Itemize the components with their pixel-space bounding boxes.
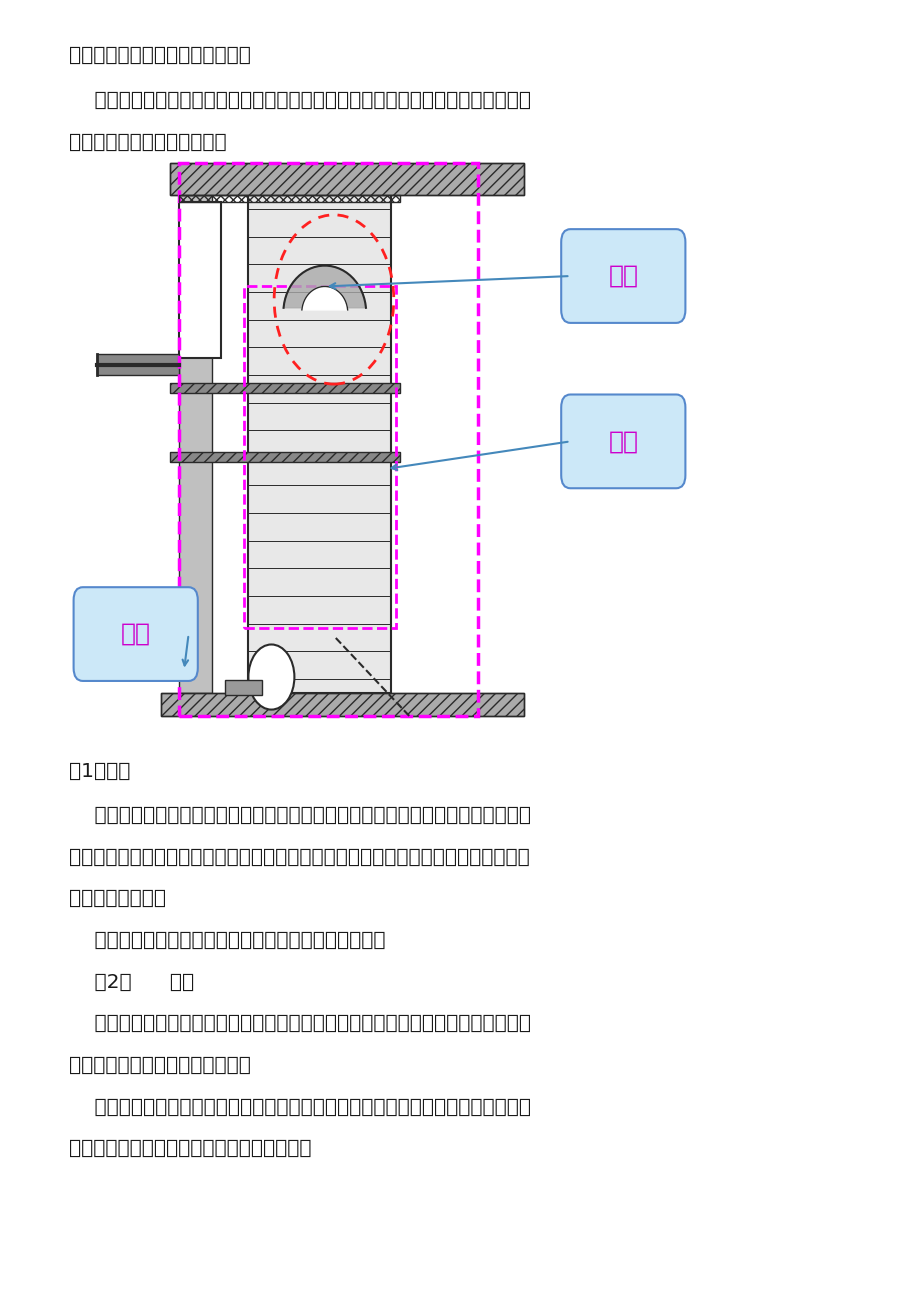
Bar: [170, 383, 400, 393]
Text: 接的箱形结构；容量较大的水轮发电机的机座由钢板制成的壁、环、立筋及合缝板等零: 接的箱形结构；容量较大的水轮发电机的机座由钢板制成的壁、环、立筋及合缝板等零: [69, 848, 529, 867]
Bar: [248, 195, 391, 693]
Text: 定子铁芯的作用是：作为磁路的主要组成部分，为发电机提供磁阻很小的磁路，以: 定子铁芯的作用是：作为磁路的主要组成部分，为发电机提供磁阻很小的磁路，以: [69, 1098, 530, 1117]
Bar: [170, 163, 524, 195]
Text: 机座应有足够的刚度，同时还应能适应铁心的热变形。: 机座应有足够的刚度，同时还应能适应铁心的热变形。: [69, 931, 385, 950]
Bar: [161, 693, 524, 716]
Bar: [179, 195, 400, 202]
Bar: [170, 452, 400, 462]
Text: 通过发电机所需要的磁通，并用以固定绕组。: 通过发电机所需要的磁通，并用以固定绕组。: [69, 1139, 312, 1159]
Text: 相绕组线圈嵌装在铁芯的齿槽内。: 相绕组线圈嵌装在铁芯的齿槽内。: [69, 46, 251, 65]
Bar: [179, 163, 478, 716]
Bar: [244, 286, 395, 628]
Bar: [161, 693, 524, 716]
FancyBboxPatch shape: [561, 229, 685, 323]
Bar: [170, 452, 400, 462]
Bar: [225, 680, 262, 695]
Text: 螺杆及固定片等零部件装压而成。: 螺杆及固定片等零部件装压而成。: [69, 1056, 251, 1075]
FancyBboxPatch shape: [561, 395, 685, 488]
Circle shape: [248, 644, 294, 710]
Bar: [179, 202, 221, 358]
Text: （1）机座: （1）机座: [69, 762, 130, 781]
Bar: [96, 354, 179, 375]
Text: 发电机定子机座、铁芯和三相绕组统一体统称为发电机的定子，也称为电枢。立轴: 发电机定子机座、铁芯和三相绕组统一体统称为发电机的定子，也称为电枢。立轴: [69, 91, 530, 111]
Text: 件焊接组装而成。: 件焊接组装而成。: [69, 889, 165, 909]
Polygon shape: [283, 266, 366, 307]
Bar: [170, 383, 400, 393]
Text: 机座: 机座: [120, 622, 151, 646]
Text: 定子铁芯是定子的一个重要部件，由扇形冲片、通风槽片、定位筋、齿压板，拉紧: 定子铁芯是定子的一个重要部件，由扇形冲片、通风槽片、定位筋、齿压板，拉紧: [69, 1014, 530, 1034]
FancyBboxPatch shape: [74, 587, 198, 681]
Text: 铁心: 铁心: [607, 430, 638, 453]
Polygon shape: [301, 286, 347, 310]
Text: 线圈: 线圈: [607, 264, 638, 288]
Text: （2）      铁芯: （2） 铁芯: [69, 973, 194, 992]
Text: 定子机座一般呈圆形，小容量水轮发电机多数采用铸铁整圆机座，也有采用钢板焊: 定子机座一般呈圆形，小容量水轮发电机多数采用铸铁整圆机座，也有采用钢板焊: [69, 806, 530, 825]
Text: 水轮发电机定子结构如下图：: 水轮发电机定子结构如下图：: [69, 133, 226, 152]
Bar: [170, 163, 524, 195]
Bar: [179, 195, 211, 693]
